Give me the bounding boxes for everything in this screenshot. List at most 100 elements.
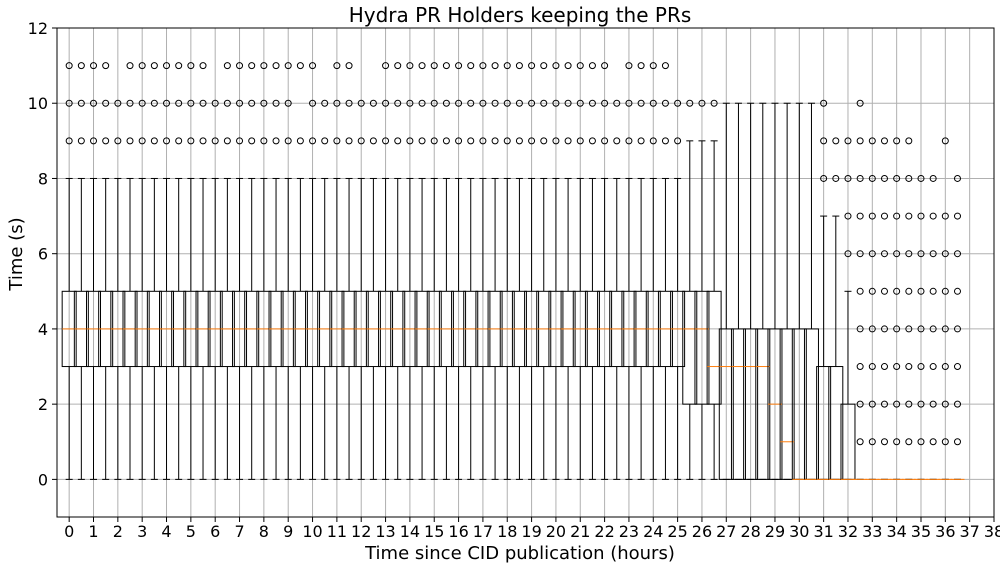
outlier-point bbox=[674, 137, 682, 145]
outlier-point bbox=[394, 99, 402, 107]
outlier-point bbox=[929, 325, 937, 333]
box-32 bbox=[840, 290, 856, 480]
outlier-point bbox=[625, 137, 633, 145]
outlier-point bbox=[406, 137, 414, 145]
outlier-point bbox=[296, 137, 304, 145]
outlier-point bbox=[941, 287, 949, 295]
box-26.5 bbox=[706, 140, 722, 480]
y-tick-label: 10 bbox=[28, 94, 48, 113]
outlier-point bbox=[455, 62, 463, 70]
outlier-point bbox=[686, 99, 694, 107]
x-tick-label: 32 bbox=[838, 522, 858, 541]
outlier-point bbox=[820, 174, 828, 182]
outlier-point bbox=[880, 137, 888, 145]
x-tick-label: 22 bbox=[594, 522, 614, 541]
outlier-point bbox=[880, 363, 888, 371]
x-tick-label: 37 bbox=[959, 522, 979, 541]
outlier-point bbox=[905, 363, 913, 371]
outlier-point bbox=[503, 62, 511, 70]
outlier-point bbox=[150, 99, 158, 107]
box-11.5 bbox=[341, 177, 357, 480]
outlier-point bbox=[345, 99, 353, 107]
outlier-point bbox=[868, 250, 876, 258]
box-iqr bbox=[706, 290, 722, 405]
outlier-point bbox=[844, 174, 852, 182]
outlier-point bbox=[893, 400, 901, 408]
x-tick-label: 3 bbox=[137, 522, 147, 541]
outlier-point bbox=[333, 62, 341, 70]
y-tick-label: 4 bbox=[38, 320, 48, 339]
outlier-point bbox=[953, 325, 961, 333]
x-tick-label: 5 bbox=[186, 522, 196, 541]
y-tick-label: 12 bbox=[28, 19, 48, 38]
x-tick-label: 20 bbox=[546, 522, 566, 541]
x-tick-label: 8 bbox=[259, 522, 269, 541]
outlier-point bbox=[345, 62, 353, 70]
outlier-point bbox=[564, 99, 572, 107]
box-30 bbox=[791, 102, 807, 480]
chart-title: Hydra PR Holders keeping the PRs bbox=[349, 3, 692, 27]
x-tick-label: 36 bbox=[935, 522, 955, 541]
outlier-point bbox=[576, 99, 584, 107]
outlier-point bbox=[138, 62, 146, 70]
outlier-point bbox=[187, 62, 195, 70]
outlier-point bbox=[163, 99, 171, 107]
x-tick-label: 25 bbox=[667, 522, 687, 541]
outlier-point bbox=[503, 99, 511, 107]
outlier-point bbox=[868, 287, 876, 295]
x-tick-label: 27 bbox=[716, 522, 736, 541]
outlier-point bbox=[418, 62, 426, 70]
outlier-point bbox=[953, 212, 961, 220]
outlier-point bbox=[528, 137, 536, 145]
outlier-point bbox=[929, 212, 937, 220]
outlier-point bbox=[917, 400, 925, 408]
outlier-point bbox=[929, 400, 937, 408]
x-tick-label: 1 bbox=[88, 522, 98, 541]
box-iqr bbox=[718, 328, 734, 480]
outlier-point bbox=[102, 62, 110, 70]
box-8 bbox=[256, 177, 272, 480]
outlier-point bbox=[260, 62, 268, 70]
x-tick-label: 31 bbox=[813, 522, 833, 541]
y-axis-label: Time (s) bbox=[6, 217, 27, 291]
outlier-point bbox=[394, 62, 402, 70]
outlier-point bbox=[528, 99, 536, 107]
outlier-point bbox=[430, 99, 438, 107]
outlier-point bbox=[576, 62, 584, 70]
box-27.5 bbox=[730, 102, 746, 480]
box-iqr bbox=[694, 290, 710, 405]
box-series bbox=[61, 102, 965, 480]
outlier-point bbox=[248, 99, 256, 107]
x-tick-label: 15 bbox=[424, 522, 444, 541]
outlier-point bbox=[467, 137, 475, 145]
outlier-point bbox=[126, 137, 134, 145]
outlier-point bbox=[540, 62, 548, 70]
outlier-point bbox=[868, 137, 876, 145]
outlier-point bbox=[856, 99, 864, 107]
outlier-point bbox=[442, 99, 450, 107]
outlier-point bbox=[893, 137, 901, 145]
outlier-point bbox=[333, 99, 341, 107]
outlier-point bbox=[868, 400, 876, 408]
outlier-point bbox=[357, 137, 365, 145]
outlier-point bbox=[905, 287, 913, 295]
box-30.5 bbox=[803, 102, 819, 480]
outlier-point bbox=[856, 325, 864, 333]
outlier-point bbox=[211, 99, 219, 107]
outlier-point bbox=[929, 363, 937, 371]
outlier-point bbox=[467, 99, 475, 107]
outlier-point bbox=[163, 62, 171, 70]
outlier-point bbox=[893, 325, 901, 333]
box-iqr bbox=[743, 328, 759, 480]
box-26 bbox=[694, 140, 710, 480]
x-tick-label: 33 bbox=[862, 522, 882, 541]
outlier-point bbox=[917, 438, 925, 446]
outlier-point bbox=[430, 137, 438, 145]
outlier-point bbox=[175, 99, 183, 107]
outlier-point bbox=[552, 137, 560, 145]
outlier-point bbox=[905, 212, 913, 220]
outlier-point bbox=[272, 62, 280, 70]
outlier-point bbox=[880, 400, 888, 408]
outlier-point bbox=[309, 99, 317, 107]
